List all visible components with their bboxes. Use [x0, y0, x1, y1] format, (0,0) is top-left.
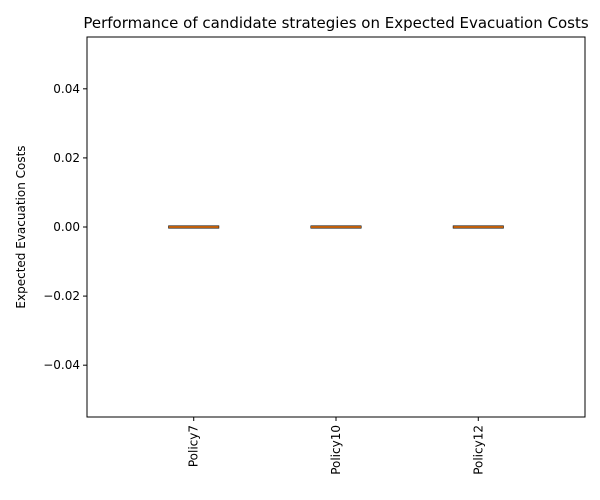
box-policy10 [310, 225, 362, 229]
y-axis: −0.04 −0.02 0.00 0.02 0.04 [43, 82, 87, 372]
x-tick-label: Policy12 [471, 425, 485, 475]
y-tick-label: −0.04 [43, 358, 80, 372]
x-axis: Policy7 Policy10 Policy12 [187, 417, 485, 475]
y-tick-label: 0.04 [53, 82, 80, 96]
box-policy12 [452, 225, 504, 229]
y-tick-label: 0.02 [53, 151, 80, 165]
plot-frame [86, 36, 586, 418]
y-tick-label: −0.02 [43, 289, 80, 303]
chart-title: Performance of candidate strategies on E… [83, 14, 588, 32]
chart-marks [168, 225, 504, 229]
x-tick-label: Policy10 [329, 425, 343, 475]
y-axis-label: Expected Evacuation Costs [14, 145, 28, 308]
box-policy7 [168, 225, 220, 229]
x-tick-label: Policy7 [187, 425, 201, 467]
y-tick-label: 0.00 [53, 220, 80, 234]
